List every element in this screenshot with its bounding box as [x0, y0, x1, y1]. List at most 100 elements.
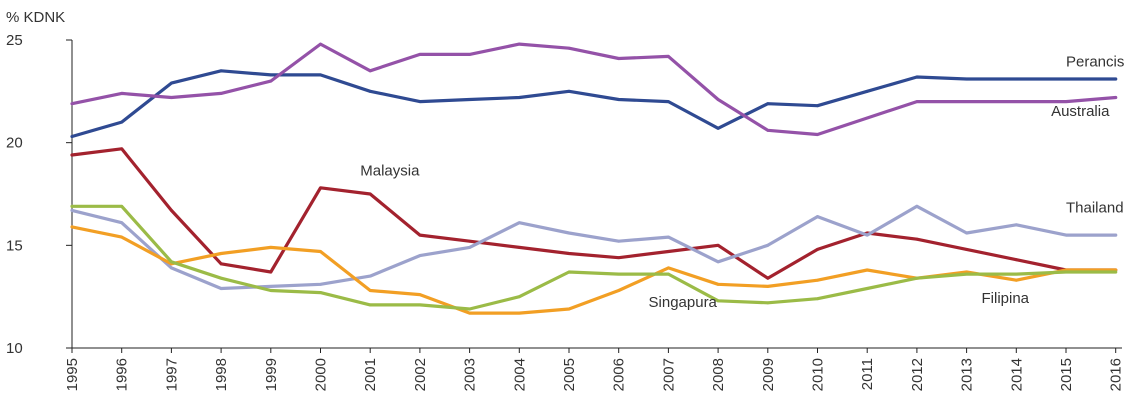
data-point — [716, 243, 720, 247]
y-axis-title: % KDNK — [6, 9, 65, 26]
data-point — [468, 239, 471, 243]
x-tick-label: 2000 — [313, 358, 330, 391]
data-point — [667, 266, 670, 270]
data-point — [1114, 96, 1118, 99]
data-point — [667, 100, 670, 103]
x-axis: 1995 1996 1997 1998 1999 2000 2001 2002 2003 2004… — [64, 347, 1125, 391]
data-point — [766, 285, 770, 288]
x-tick-label: 2003 — [462, 358, 479, 391]
data-point — [70, 102, 74, 106]
data-point — [319, 282, 322, 286]
data-point — [915, 276, 919, 280]
x-tick-label: 2005 — [561, 358, 578, 391]
data-point — [1014, 278, 1018, 282]
data-point — [617, 289, 621, 292]
data-point — [865, 233, 869, 237]
data-point — [70, 204, 74, 208]
data-point — [70, 153, 74, 157]
data-point — [70, 209, 74, 212]
y-tick-label: 10 — [6, 340, 23, 357]
data-point — [617, 98, 621, 101]
data-point — [766, 102, 770, 106]
series-label-australia: Australia — [1051, 103, 1110, 120]
series-lines — [70, 42, 1118, 315]
data-point — [816, 297, 819, 301]
data-point — [1014, 100, 1018, 103]
series-label-filipina: Filipina — [982, 290, 1030, 307]
series-singapura — [70, 225, 1118, 315]
series-australia — [70, 42, 1118, 137]
data-point — [70, 135, 74, 138]
data-point — [915, 75, 919, 79]
data-point — [1114, 233, 1118, 237]
data-point — [716, 299, 720, 303]
data-point — [567, 270, 571, 274]
data-point — [716, 260, 720, 264]
x-tick-label: 1999 — [263, 358, 280, 391]
data-point — [269, 289, 273, 292]
data-point — [170, 96, 173, 99]
data-point — [766, 276, 770, 280]
series-line-australia — [70, 42, 1118, 137]
data-point — [716, 282, 720, 286]
data-point — [915, 204, 919, 208]
data-point — [667, 235, 670, 239]
data-point — [219, 262, 223, 266]
data-point — [716, 126, 720, 130]
data-point — [766, 301, 770, 305]
data-point — [915, 100, 919, 103]
data-point — [1064, 270, 1068, 274]
data-point — [517, 96, 521, 99]
series-line-filipina — [70, 204, 1118, 311]
x-tick-label: 2015 — [1058, 358, 1075, 391]
data-point — [1014, 258, 1018, 262]
x-tick-label: 2006 — [611, 358, 628, 391]
data-point — [269, 73, 273, 77]
series-line-singapura — [70, 225, 1118, 315]
data-point — [468, 52, 471, 56]
x-tick-label: 1997 — [163, 358, 180, 391]
data-point — [567, 252, 571, 255]
series-malaysia — [70, 147, 1118, 280]
x-tick-label: 2001 — [362, 358, 379, 391]
data-point — [219, 69, 223, 73]
data-point — [1064, 233, 1068, 237]
x-tick-label: 2016 — [1108, 358, 1125, 391]
data-point — [269, 245, 273, 249]
data-point — [816, 248, 819, 251]
data-point — [667, 55, 670, 58]
series-label-singapura: Singapura — [649, 294, 718, 311]
data-point — [368, 274, 372, 278]
data-point — [170, 81, 173, 85]
data-point — [865, 287, 869, 290]
data-point — [816, 215, 819, 218]
x-tick-label: 1996 — [114, 358, 131, 391]
data-point — [120, 91, 124, 95]
data-point — [816, 104, 819, 108]
x-tick-label: 2014 — [1008, 358, 1025, 391]
data-point — [617, 57, 621, 60]
data-point — [667, 250, 670, 253]
data-point — [319, 291, 322, 294]
series-label-perancis: Perancis — [1066, 54, 1124, 71]
data-point — [567, 231, 571, 235]
y-tick-label: 25 — [6, 32, 23, 49]
data-point — [418, 303, 422, 307]
data-point — [468, 311, 471, 315]
data-point — [219, 287, 223, 290]
x-tick-label: 2010 — [810, 358, 827, 391]
x-tick-label: 1995 — [64, 358, 81, 391]
data-point — [1114, 77, 1118, 81]
data-point — [368, 69, 372, 73]
data-point — [816, 278, 819, 282]
data-point — [766, 128, 770, 132]
data-point — [269, 270, 273, 274]
y-tick-label: 15 — [6, 237, 23, 254]
data-point — [617, 256, 621, 260]
data-point — [517, 245, 521, 249]
data-point — [617, 272, 621, 276]
data-point — [170, 260, 173, 264]
data-point — [368, 192, 372, 196]
data-point — [965, 272, 968, 276]
series-label-thailand: Thailand — [1066, 199, 1124, 216]
